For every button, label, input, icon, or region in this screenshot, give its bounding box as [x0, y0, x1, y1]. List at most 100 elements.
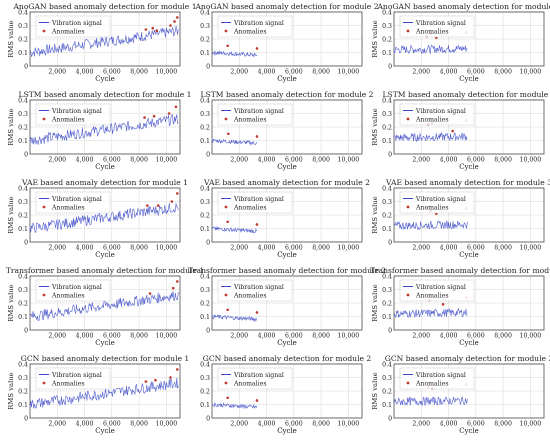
- vibration-signal-line: [211, 50, 258, 58]
- legend-box: [217, 103, 293, 126]
- y-tick-label: 0.4: [200, 98, 210, 105]
- x-axis-label: Cycle: [277, 339, 297, 347]
- anomaly-point: [227, 132, 230, 136]
- y-tick-label: 0.4: [382, 274, 392, 281]
- anomaly-point: [156, 204, 160, 207]
- y-axis-label: RMS value: [7, 108, 15, 145]
- anomaly-point: [174, 105, 178, 109]
- legend-box: [35, 279, 111, 302]
- y-tick-label: 0: [388, 240, 392, 247]
- y-tick-label: 0.1: [18, 50, 28, 57]
- y-tick-label: 0.2: [18, 301, 28, 308]
- y-tick-label: 0.1: [200, 50, 210, 57]
- legend-anomaly-label: Anomalies: [51, 28, 85, 35]
- x-tick-label: 10,000: [156, 333, 178, 340]
- subplot-10: Transformer based anomaly detection for …: [6, 266, 204, 347]
- x-tick-label: 6,000: [467, 421, 485, 428]
- anomaly-point: [151, 26, 155, 30]
- y-tick-label: 0.4: [18, 186, 28, 193]
- anomaly-point: [451, 129, 454, 133]
- legend-signal-label: Vibration signal: [51, 196, 102, 203]
- x-tick-label: 2,000: [230, 421, 248, 428]
- anomaly-point: [155, 29, 159, 33]
- y-tick-label: 0.2: [200, 37, 210, 44]
- x-axis-label: Cycle: [277, 75, 297, 83]
- legend-anomaly-swatch: [42, 205, 46, 209]
- legend-anomaly-label: Anomalies: [415, 116, 449, 123]
- x-tick-label: 10,000: [156, 421, 178, 428]
- y-tick-label: 0.2: [200, 213, 210, 220]
- y-tick-label: 0.2: [382, 301, 392, 308]
- vibration-signal-line: [211, 314, 258, 323]
- x-tick-label: 8,000: [494, 421, 512, 428]
- subplot-title: VAE based anomaly detection for module 1: [21, 178, 188, 187]
- y-tick-label: 0.3: [18, 287, 28, 294]
- y-tick-label: 0.4: [18, 362, 28, 369]
- x-tick-label: 8,000: [494, 333, 512, 340]
- legend-signal-label: Vibration signal: [415, 20, 466, 27]
- legend-anomaly-swatch: [42, 381, 46, 385]
- x-tick-label: 6,000: [467, 333, 485, 340]
- anomaly-point: [145, 204, 149, 207]
- y-axis-label: RMS value: [7, 20, 15, 57]
- anomaly-point: [144, 380, 148, 383]
- y-tick-label: 0: [206, 328, 210, 335]
- x-tick-label: 10,000: [156, 69, 178, 76]
- subplot-2: AnoGAN based anomaly detection for modul…: [194, 2, 378, 83]
- anomaly-point: [143, 116, 146, 119]
- plot-frame: [211, 187, 363, 243]
- y-tick-label: 0.3: [200, 375, 210, 382]
- vibration-signal-line: [211, 138, 258, 146]
- plot-frame: [29, 99, 181, 155]
- y-tick-label: 0.1: [18, 402, 28, 409]
- legend-signal-label: Vibration signal: [415, 196, 466, 203]
- subplot-7: VAE based anomaly detection for module 1…: [7, 178, 188, 259]
- subplot-14: GCN based anomaly detection for module 2…: [200, 354, 371, 435]
- anomaly-point: [170, 200, 174, 203]
- subplot-1: AnoGAN based anomaly detection for modul…: [7, 2, 197, 83]
- x-tick-label: 10,000: [338, 333, 360, 340]
- y-tick-label: 0.2: [382, 37, 392, 44]
- legend-box: [217, 15, 293, 38]
- legend-anomaly-swatch: [42, 29, 46, 33]
- x-tick-label: 6,000: [103, 421, 121, 428]
- x-tick-label: 6,000: [285, 245, 303, 252]
- subplot-title: Transformer based anomaly detection for …: [188, 266, 386, 275]
- anomaly-point: [255, 311, 259, 314]
- legend-anomaly-label: Anomalies: [233, 204, 267, 211]
- anomaly-point: [152, 114, 156, 118]
- legend-signal-label: Vibration signal: [233, 196, 284, 203]
- y-tick-label: 0: [206, 416, 210, 423]
- plot-frame: [29, 11, 181, 67]
- subplot-title: VAE based anomaly detection for module 3: [385, 178, 550, 187]
- vibration-signal-line: [393, 44, 468, 55]
- anomaly-point: [171, 286, 175, 290]
- vibration-signal-line: [211, 402, 258, 410]
- y-tick-label: 0.4: [382, 98, 392, 105]
- y-tick-label: 0.4: [200, 186, 210, 193]
- legend-anomaly-label: Anomalies: [51, 380, 85, 387]
- legend-box: [217, 367, 293, 390]
- vibration-signal-line: [29, 114, 179, 145]
- subplot-6: LSTM based anomaly detection for module …: [371, 90, 550, 171]
- x-tick-label: 10,000: [338, 69, 360, 76]
- x-tick-label: 6,000: [285, 421, 303, 428]
- y-tick-label: 0.1: [382, 402, 392, 409]
- y-tick-label: 0.2: [200, 125, 210, 132]
- y-tick-label: 0.1: [382, 314, 392, 321]
- anomaly-point: [255, 135, 259, 138]
- x-tick-label: 6,000: [103, 245, 121, 252]
- x-tick-label: 2,000: [412, 157, 430, 164]
- subplot-9: VAE based anomaly detection for module 3…: [371, 178, 550, 259]
- x-tick-label: 8,000: [494, 69, 512, 76]
- legend-signal-label: Vibration signal: [233, 108, 284, 115]
- x-tick-label: 4,000: [258, 421, 276, 428]
- anomaly-point: [175, 16, 179, 19]
- anomaly-point: [226, 44, 229, 48]
- x-tick-label: 4,000: [258, 333, 276, 340]
- x-tick-label: 10,000: [338, 421, 360, 428]
- x-tick-label: 8,000: [130, 421, 148, 428]
- x-tick-label: 4,000: [76, 157, 94, 164]
- vibration-signal-line: [393, 220, 468, 231]
- legend-box: [399, 191, 475, 214]
